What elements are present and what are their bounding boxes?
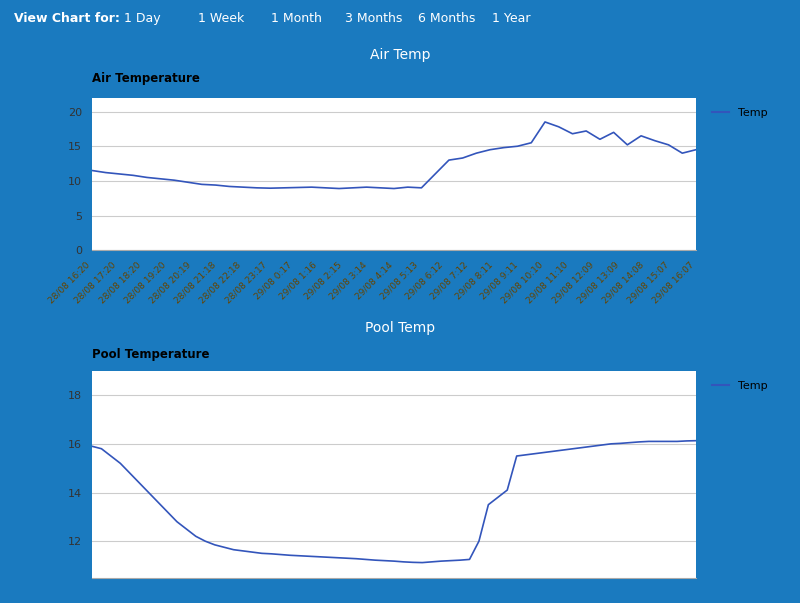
Legend: Temp: Temp [707,103,772,122]
Text: 3 Months: 3 Months [345,12,402,25]
Text: Pool Temperature: Pool Temperature [92,347,210,361]
Text: 1 Week: 1 Week [198,12,244,25]
Text: View Chart for:: View Chart for: [14,12,120,25]
Text: Pool Temp: Pool Temp [365,321,435,335]
Text: Air Temp: Air Temp [370,48,430,62]
Legend: Temp: Temp [707,376,772,396]
Text: Air Temperature: Air Temperature [92,72,200,86]
Text: 1 Month: 1 Month [271,12,322,25]
Text: 1 Year: 1 Year [492,12,530,25]
Text: 6 Months: 6 Months [418,12,476,25]
Text: 1 Day: 1 Day [124,12,161,25]
